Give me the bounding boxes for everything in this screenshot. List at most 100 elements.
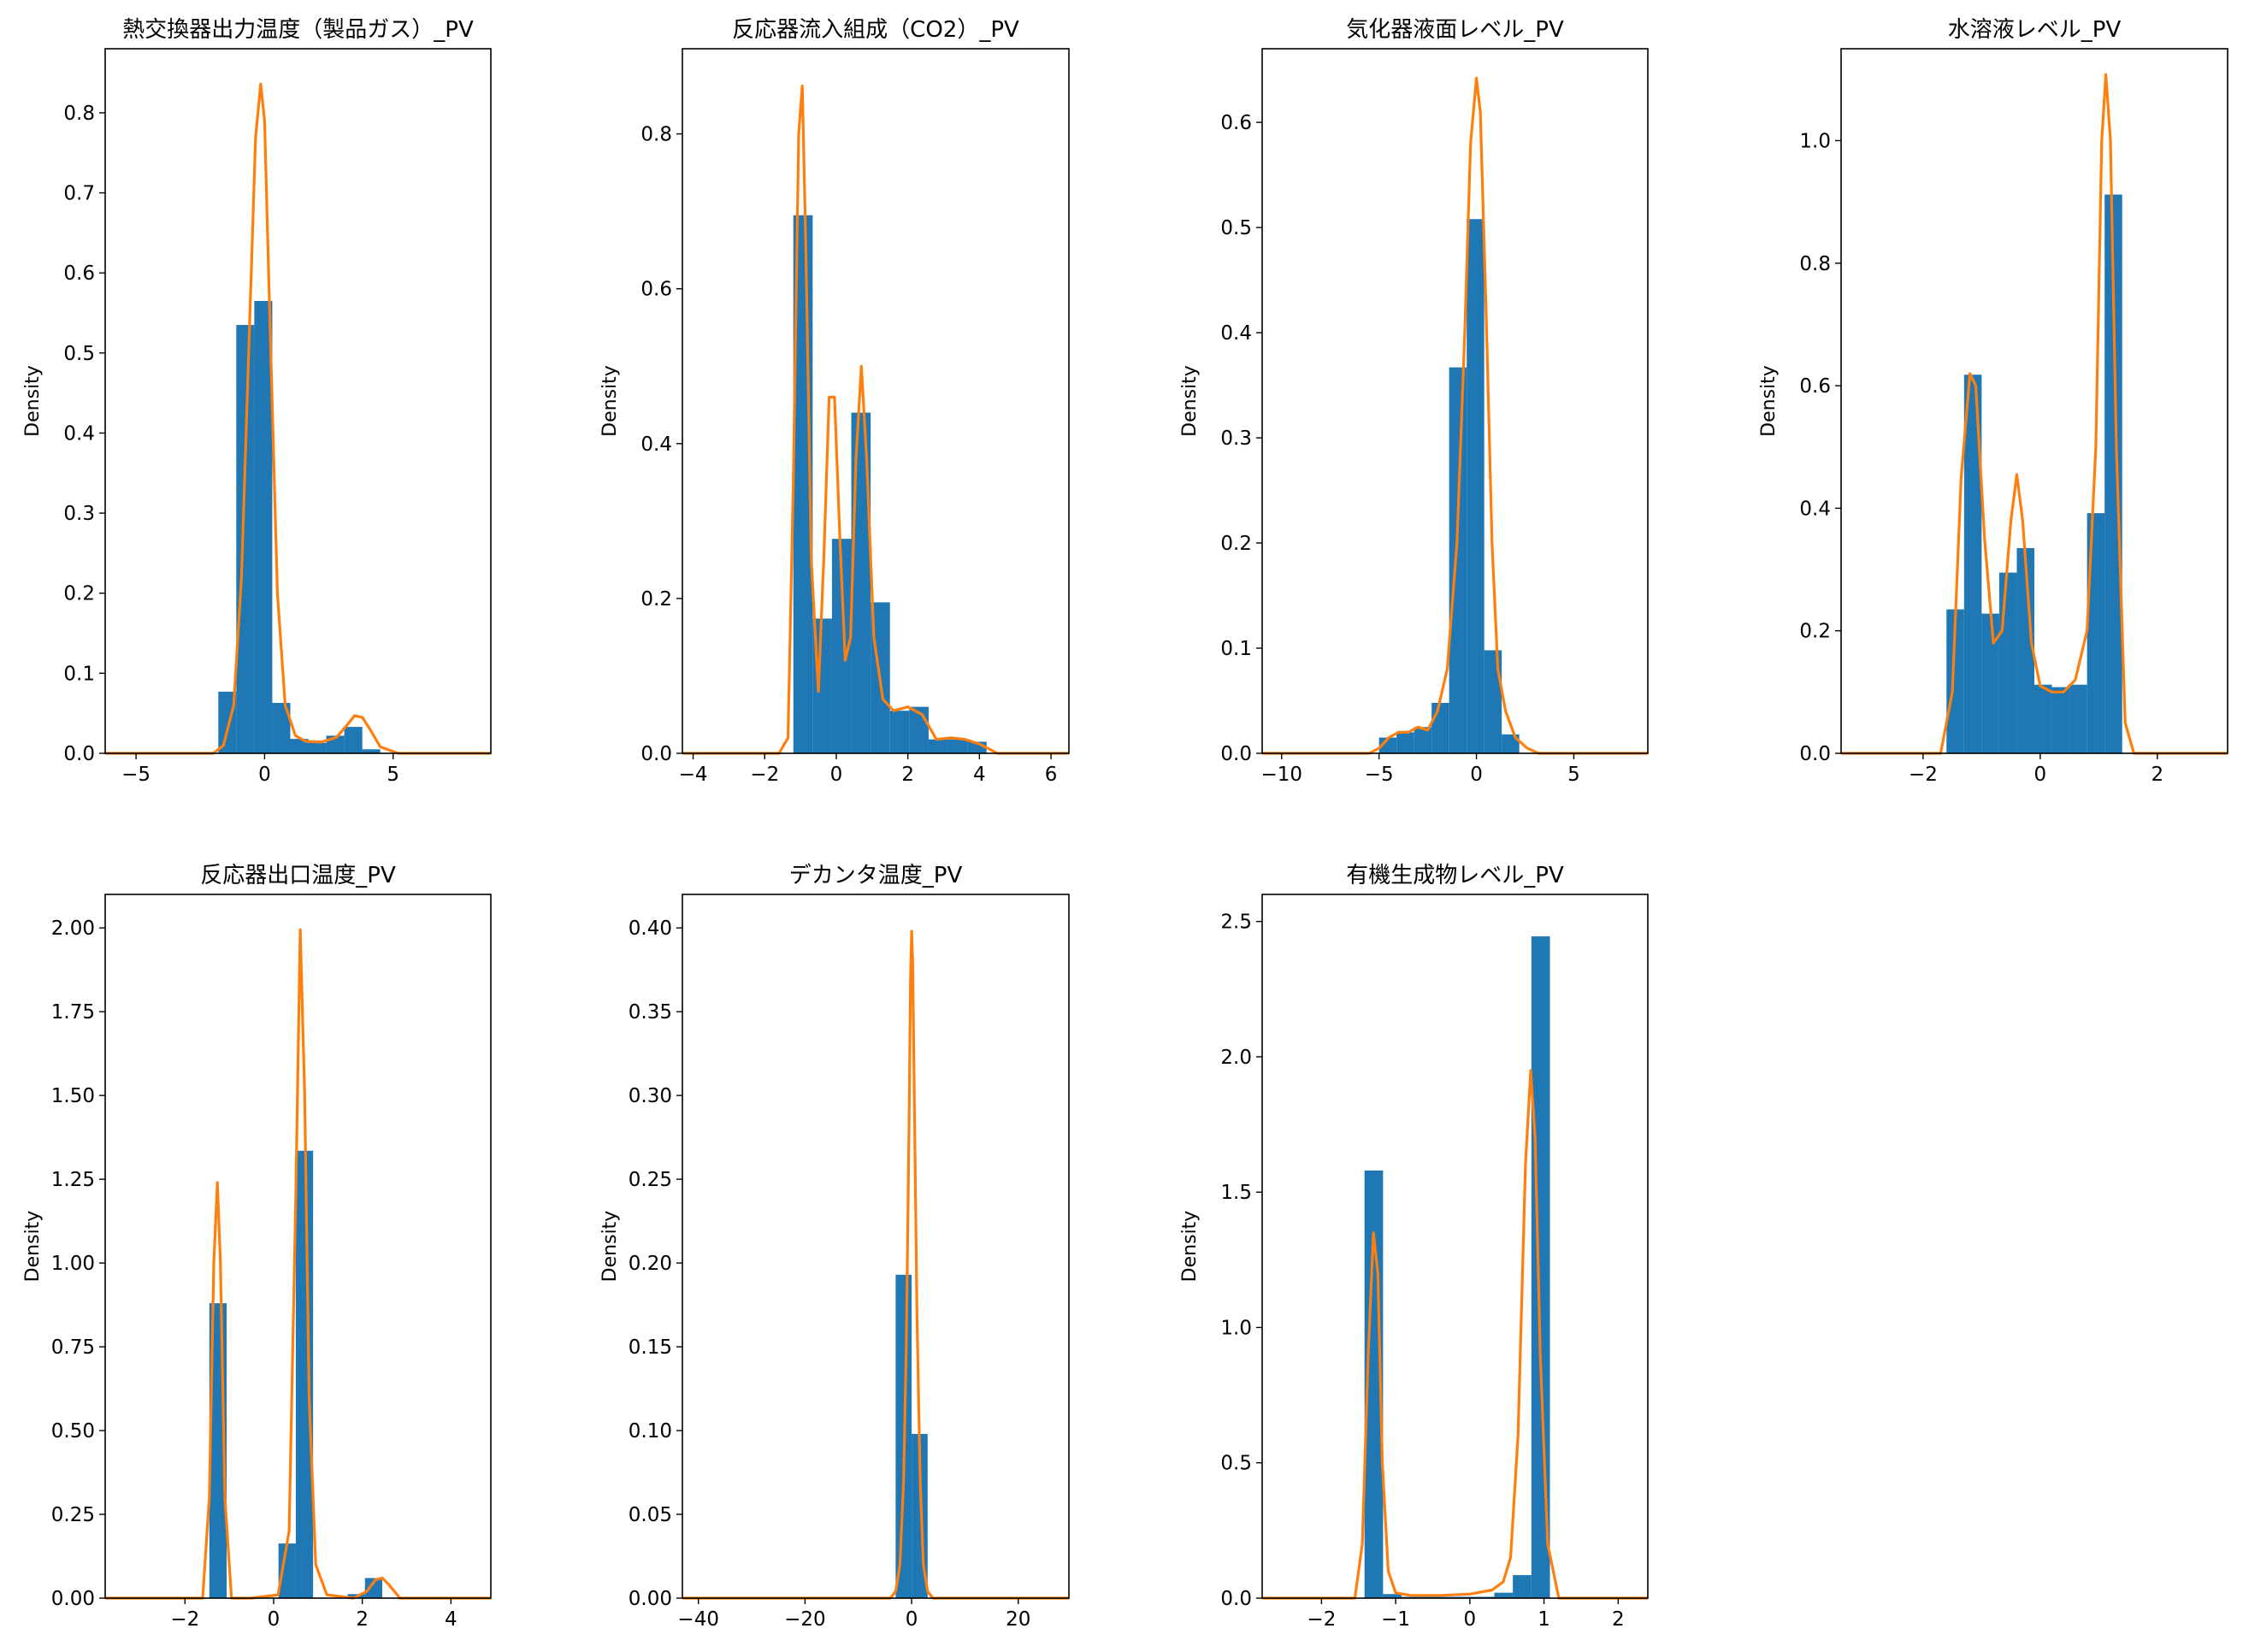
histogram-bar	[364, 1578, 382, 1598]
y-tick-label: 0.40	[629, 917, 672, 940]
x-tick-label: −4	[679, 764, 708, 786]
kde-line	[105, 928, 491, 1600]
histogram-bar	[2016, 547, 2034, 753]
histogram-bar	[278, 1543, 296, 1598]
subplot-title: 反応器出口温度_PV	[200, 863, 396, 888]
y-tick-label: 0.20	[629, 1253, 672, 1275]
x-tick-label: 2	[901, 764, 914, 786]
y-tick-label: 0.5	[1220, 1453, 1252, 1475]
x-tick-label: −5	[1365, 764, 1394, 786]
x-tick-label: −2	[1307, 1608, 1336, 1631]
y-tick-label: 0.8	[63, 103, 95, 125]
histogram-bar	[889, 711, 910, 753]
y-tick-label: 0.3	[1220, 428, 1252, 450]
histogram-bar	[1513, 1575, 1532, 1598]
kde-line	[1262, 76, 1648, 755]
y-tick-label: 0.05	[629, 1504, 672, 1526]
y-tick-label: 0.7	[63, 183, 95, 205]
histogram-bar	[1494, 1592, 1514, 1598]
y-tick-label: 0.0	[1220, 1588, 1252, 1610]
y-tick-label: 0.0	[63, 743, 95, 765]
y-axis-label: Density	[1179, 1211, 1201, 1283]
kde-line	[105, 82, 491, 755]
x-tick-label: 4	[445, 1608, 457, 1631]
histogram-bar	[344, 727, 363, 753]
x-tick-label: 0	[1464, 1608, 1477, 1631]
x-tick-label: −40	[677, 1608, 719, 1631]
y-tick-label: 0.2	[640, 588, 672, 611]
histogram-bar	[1484, 650, 1502, 753]
y-tick-label: 1.0	[1799, 130, 1831, 152]
y-tick-label: 0.4	[640, 434, 672, 456]
subplot-3: −10 −5 0 5 0.0 0.1 0.2 0.3 0.4 0.5 0.6 気化器液面レベル_PV D…	[1179, 17, 1649, 786]
x-tick-label: −2	[170, 1608, 199, 1631]
y-tick-label: 1.00	[51, 1253, 95, 1275]
histogram-bar	[2051, 687, 2070, 753]
y-axis-label: Density	[22, 365, 44, 437]
y-tick-label: 0.4	[63, 422, 95, 445]
histogram-bar	[308, 742, 327, 753]
y-tick-label: 0.2	[1220, 533, 1252, 555]
y-tick-label: 0.4	[1799, 498, 1831, 520]
axes-frame	[1261, 48, 1649, 754]
y-tick-label: 0.15	[629, 1336, 672, 1359]
histogram-bar	[947, 739, 968, 753]
axes-frame	[104, 894, 492, 1599]
kde-line	[1841, 73, 2228, 755]
histogram-bar	[272, 703, 291, 753]
y-tick-label: 0.35	[629, 1001, 672, 1024]
y-tick-label: 0.00	[51, 1588, 95, 1610]
histogram-bar	[1449, 367, 1467, 753]
histogram-bar	[362, 749, 381, 753]
y-tick-label: 1.50	[51, 1085, 95, 1107]
y-tick-label: 0.5	[63, 343, 95, 365]
y-axis-label: Density	[22, 1211, 44, 1283]
axes-frame	[1840, 48, 2228, 754]
histogram-bar	[1431, 702, 1449, 753]
y-tick-label: 0.6	[1799, 375, 1831, 398]
y-tick-label: 0.0	[1220, 743, 1252, 765]
histogram-bar	[1946, 609, 1964, 753]
y-tick-label: 0.30	[629, 1085, 672, 1107]
subplot-6: −40 −20 0 20 0.00 0.05 0.10 0.15 0.20 0.25 0.30 0.3…	[599, 863, 1070, 1631]
y-tick-label: 0.1	[1220, 638, 1252, 660]
histogram-bar	[295, 1150, 314, 1598]
x-tick-label: 1	[1538, 1608, 1550, 1631]
subplot-7: −2 −1 0 1 2 0.0 0.5 1.0 1.5 2.0 2.5 有機生成物レベル_PV Dens…	[1179, 863, 1649, 1631]
x-tick-label: −10	[1261, 764, 1303, 786]
y-tick-label: 1.75	[51, 1001, 95, 1024]
axes-frame	[682, 894, 1070, 1599]
histogram-bar	[236, 325, 255, 753]
y-axis-label: Density	[1758, 365, 1780, 437]
y-tick-label: 0.00	[629, 1588, 672, 1610]
subplot-5: −2 0 2 4 0.00 0.25 0.50 0.75 1.00 1.25 1.50 1.75 2.0…	[22, 863, 492, 1631]
y-tick-label: 0.4	[1220, 322, 1252, 345]
y-tick-label: 0.6	[1220, 112, 1252, 134]
subplot-1: −5 0 5 0.0 0.1 0.2 0.3 0.4 0.5 0.6 0.7 0.8 熱交換器出力温度（…	[22, 17, 492, 786]
histogram-bar	[2069, 684, 2087, 753]
x-tick-label: 0	[830, 764, 843, 786]
y-tick-label: 0.6	[640, 279, 672, 301]
y-tick-label: 0.0	[640, 743, 672, 765]
x-tick-label: −2	[750, 764, 779, 786]
axes-frame	[1261, 894, 1649, 1599]
y-tick-label: 0.8	[1799, 253, 1831, 275]
x-tick-label: 4	[973, 764, 986, 786]
histogram-bar	[254, 300, 273, 753]
kde-line	[1262, 1069, 1648, 1600]
subplot-title: 水溶液レベル_PV	[1948, 17, 2122, 43]
y-tick-label: 1.0	[1220, 1317, 1252, 1339]
y-tick-label: 0.2	[1799, 621, 1831, 643]
histogram-bar	[928, 739, 948, 753]
x-tick-label: 2	[1612, 1608, 1625, 1631]
y-tick-label: 0.10	[629, 1420, 672, 1443]
x-tick-label: 0	[1470, 764, 1483, 786]
x-tick-label: 0	[258, 764, 271, 786]
histogram-bar	[1981, 613, 1999, 753]
x-tick-label: 2	[2151, 764, 2163, 786]
histogram-bar	[218, 691, 237, 753]
subplot-4: −2 0 2 0.0 0.2 0.4 0.6 0.8 1.0 水溶液レベル_PV Density	[1758, 17, 2228, 786]
y-axis-label: Density	[1179, 365, 1201, 437]
y-tick-label: 0.3	[63, 503, 95, 525]
